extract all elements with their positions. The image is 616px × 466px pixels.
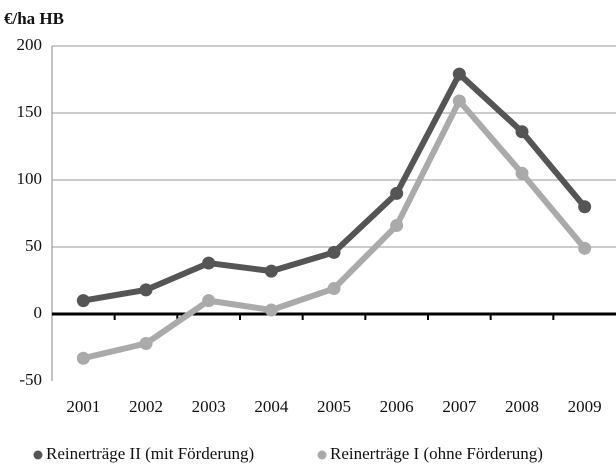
data-point (515, 166, 529, 180)
data-point (202, 256, 216, 270)
y-tick-label: 100 (17, 169, 43, 188)
legend-label: Reinerträge I (ohne Förderung) (330, 444, 543, 463)
x-tick-label: 2004 (254, 397, 289, 416)
data-point (578, 241, 592, 255)
data-point (139, 336, 153, 350)
y-tick-label: -50 (19, 370, 42, 389)
x-tick-label: 2001 (66, 397, 100, 416)
data-point (202, 294, 216, 308)
data-point (76, 351, 90, 365)
legend-marker (33, 450, 43, 460)
data-point (327, 245, 341, 259)
data-point (452, 94, 466, 108)
x-tick-label: 2008 (505, 397, 539, 416)
data-point (390, 219, 404, 233)
data-point (76, 294, 90, 308)
data-point (390, 186, 404, 200)
series-line (82, 97, 587, 362)
data-point (327, 282, 341, 296)
y-tick-label: 150 (17, 102, 43, 121)
data-point (515, 125, 529, 139)
data-point (264, 303, 278, 317)
x-tick-label: 2007 (442, 397, 477, 416)
y-tick-label: 50 (25, 236, 42, 255)
x-tick-label: 2006 (380, 397, 414, 416)
data-point (578, 200, 592, 214)
y-axis-label: €/ha HB (4, 9, 64, 28)
x-tick-label: 2002 (129, 397, 163, 416)
legend-label: Reinerträge II (mit Förderung) (46, 444, 254, 463)
legend-marker (317, 450, 327, 460)
data-point (139, 283, 153, 297)
x-tick-label: 2005 (317, 397, 351, 416)
data-point (452, 67, 466, 81)
x-tick-label: 2009 (568, 397, 602, 416)
data-point (264, 264, 278, 278)
y-tick-label: 200 (17, 35, 43, 54)
x-tick-label: 2003 (192, 397, 226, 416)
y-tick-label: 0 (34, 303, 43, 322)
series-line (82, 71, 587, 304)
